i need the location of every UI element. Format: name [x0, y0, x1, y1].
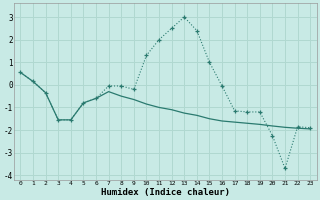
X-axis label: Humidex (Indice chaleur): Humidex (Indice chaleur): [101, 188, 230, 197]
